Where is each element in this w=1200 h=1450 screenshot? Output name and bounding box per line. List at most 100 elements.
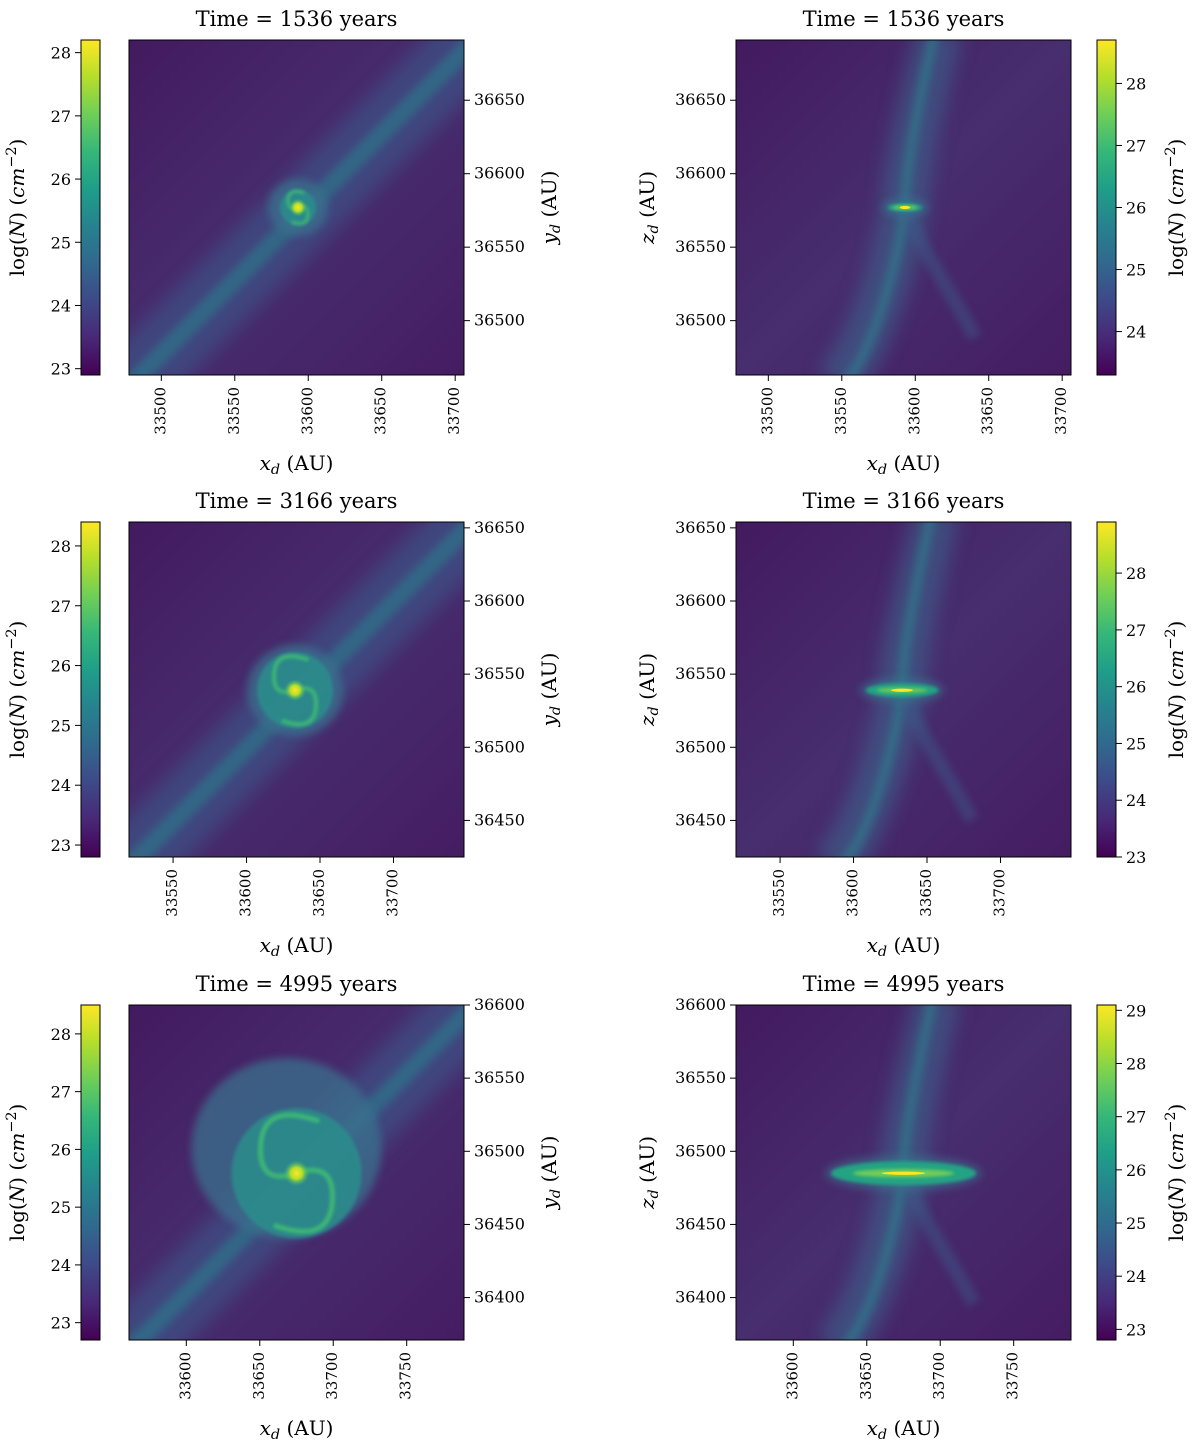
colorbar-label: log(N) (cm−2): [4, 139, 29, 277]
colorbar-label: log(N) (cm−2): [1163, 621, 1188, 759]
x-tick-label: 33700: [445, 387, 463, 435]
y-tick-label: 36650: [675, 90, 726, 109]
panel-title: Time = 3166 years: [196, 489, 398, 513]
colorbar-tick-label: 24: [1126, 1267, 1146, 1286]
y-axis-label: yd (AU): [537, 653, 564, 728]
y-tick-label: 36500: [675, 737, 726, 756]
colorbar-tick-label: 24: [51, 776, 71, 795]
colorbar-label: log(N) (cm−2): [4, 621, 29, 759]
y-tick-label: 36500: [474, 737, 525, 756]
edge-on-panel-1: Time = 1536 years 33500 33550 33600 33650 337…: [635, 7, 1188, 478]
colorbar-tick-label: 24: [1126, 791, 1146, 810]
x-axis-label: xd (AU): [867, 1416, 941, 1443]
colorbar-tick-label: 24: [51, 1256, 71, 1275]
x-axis-label: xd (AU): [867, 451, 941, 478]
panel-title: Time = 4995 years: [196, 972, 398, 996]
colorbar-tick-label: 23: [51, 836, 71, 855]
panel-frame: [735, 521, 1072, 858]
panel-title: Time = 4995 years: [803, 972, 1005, 996]
y-tick-label: 36550: [675, 664, 726, 683]
y-axis-label: yd (AU): [537, 1136, 564, 1211]
colorbar-tick-label: 28: [1126, 74, 1146, 93]
colorbar-tick-label: 26: [1126, 1161, 1146, 1180]
spiral-arms: [272, 654, 319, 727]
colorbar-tick-label: 24: [51, 296, 71, 315]
y-tick-label: 36500: [474, 1141, 525, 1160]
x-tick-label: 33600: [905, 387, 923, 435]
colorbar-tick-label: 24: [1126, 323, 1146, 342]
x-tick-label: 33500: [758, 387, 776, 435]
y-tick-label: 36550: [474, 237, 525, 256]
x-tick-label: 33550: [163, 869, 181, 917]
y-axis-label: zd (AU): [635, 171, 662, 245]
colorbar-tick-label: 25: [1126, 261, 1146, 280]
x-tick-label: 33600: [237, 869, 255, 917]
y-tick-label: 36550: [474, 1068, 525, 1087]
colorbar-tick-label: 27: [1126, 1108, 1146, 1127]
colorbar-tick-label: 23: [1126, 848, 1146, 867]
y-tick-label: 36450: [474, 1214, 525, 1233]
colorbar-tick-label: 25: [1126, 734, 1146, 753]
spiral-arms: [258, 1112, 335, 1234]
x-tick-label: 33650: [372, 387, 390, 435]
colorbar: [80, 521, 101, 858]
panel-frame: [735, 1004, 1072, 1341]
x-tick-label: 33700: [990, 869, 1008, 917]
colorbar-tick-label: 23: [51, 360, 71, 379]
panel-frame: [735, 39, 1072, 376]
x-tick-label: 33600: [298, 387, 316, 435]
x-tick-label: 33600: [783, 1352, 801, 1400]
x-tick-label: 33700: [383, 869, 401, 917]
panel-frame: [128, 521, 465, 858]
colorbar-tick-label: 26: [51, 657, 71, 676]
x-tick-label: 33650: [917, 869, 935, 917]
panel-title: Time = 1536 years: [803, 7, 1005, 31]
y-tick-label: 36450: [675, 810, 726, 829]
colorbar-label: log(N) (cm−2): [1163, 1104, 1188, 1242]
y-axis-label: yd (AU): [537, 171, 564, 246]
colorbar-tick-label: 26: [51, 1140, 71, 1159]
colorbar-label: log(N) (cm−2): [4, 1104, 29, 1242]
x-tick-label: 33700: [323, 1352, 341, 1400]
colorbar-label: log(N) (cm−2): [1163, 139, 1188, 277]
y-tick-label: 36650: [474, 518, 525, 537]
x-tick-label: 33550: [770, 869, 788, 917]
density-map: [736, 40, 1071, 375]
y-tick-label: 36450: [675, 1214, 726, 1233]
panel-frame: [128, 39, 465, 376]
x-axis-label: xd (AU): [260, 451, 334, 478]
x-tick-label: 33600: [844, 869, 862, 917]
panel-title: Time = 3166 years: [803, 489, 1005, 513]
colorbar-tick-label: 26: [1126, 199, 1146, 218]
colorbar-tick-label: 25: [51, 233, 71, 252]
colorbar: [80, 39, 101, 376]
colorbar-tick-label: 25: [51, 716, 71, 735]
colorbar-tick-label: 28: [51, 44, 71, 63]
colorbar: [80, 1004, 101, 1341]
density-map: [736, 522, 1071, 857]
panel-title: Time = 1536 years: [196, 7, 398, 31]
colorbar-tick-label: 27: [51, 1083, 71, 1102]
face-on-panel-2: Time = 3166 years 33550 33600 33650 33700 xd …: [4, 489, 564, 960]
x-axis-label: xd (AU): [260, 933, 334, 960]
y-tick-label: 36550: [675, 1068, 726, 1087]
x-axis-label: xd (AU): [260, 1416, 334, 1443]
y-tick-label: 36500: [675, 311, 726, 330]
colorbar-tick-label: 23: [1126, 1320, 1146, 1339]
y-tick-label: 36600: [675, 995, 726, 1014]
x-tick-label: 33750: [1004, 1352, 1022, 1400]
density-map: [129, 40, 464, 375]
colorbar-tick-label: 26: [51, 170, 71, 189]
density-map: [129, 522, 464, 857]
colorbar-tick-label: 28: [51, 1025, 71, 1044]
colorbar-tick-label: 26: [1126, 678, 1146, 697]
x-tick-label: 33600: [176, 1352, 194, 1400]
density-map: [736, 1005, 1071, 1340]
y-tick-label: 36550: [474, 664, 525, 683]
y-tick-label: 36600: [474, 591, 525, 610]
y-tick-label: 36600: [675, 164, 726, 183]
y-tick-label: 36650: [474, 90, 525, 109]
y-axis-label: zd (AU): [635, 1136, 662, 1210]
x-tick-label: 33650: [857, 1352, 875, 1400]
colorbar-tick-label: 23: [51, 1314, 71, 1333]
